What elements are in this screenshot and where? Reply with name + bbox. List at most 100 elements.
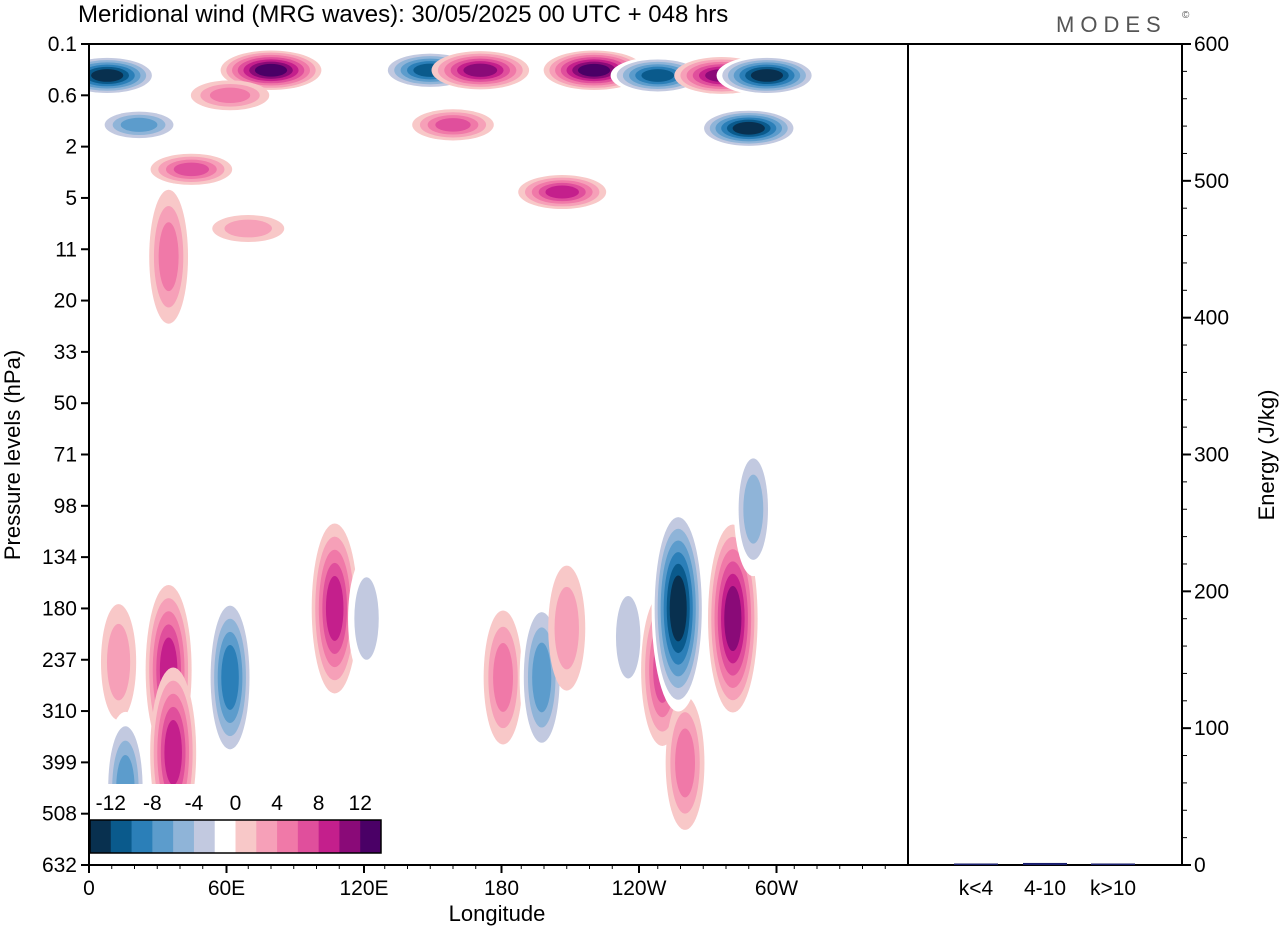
colorbar-swatch bbox=[235, 820, 257, 853]
longitude-tick-label: 0 bbox=[83, 877, 95, 900]
wind-contour-7-3 bbox=[435, 118, 471, 132]
wind-contour-22-1 bbox=[354, 577, 379, 660]
wind-contour-23-2 bbox=[493, 642, 514, 712]
wind-contour-6-5 bbox=[463, 63, 498, 77]
colorbar-swatch bbox=[110, 820, 133, 853]
colorbar-label: -4 bbox=[185, 792, 204, 815]
colorbar-frame bbox=[89, 819, 382, 854]
energy-bar-1 bbox=[1023, 862, 1067, 865]
wind-contour-29-6 bbox=[669, 575, 687, 642]
wind-contour-1-3 bbox=[120, 117, 158, 132]
colorbar-swatch bbox=[90, 820, 112, 853]
energy-tick-label: 400 bbox=[1194, 307, 1229, 330]
wind-contour-0-6 bbox=[91, 69, 124, 82]
pressure-tick-label: 20 bbox=[54, 290, 77, 313]
wind-contour-3-6 bbox=[254, 63, 288, 77]
wind-contour-30-5 bbox=[724, 585, 742, 652]
wavenumber-label: 4-10 bbox=[1024, 877, 1066, 900]
energy-panel-frame bbox=[907, 43, 1183, 866]
wind-contour-26-1 bbox=[615, 595, 641, 679]
colorbar-swatch bbox=[360, 820, 382, 853]
wind-contour-13-6 bbox=[750, 69, 784, 82]
colorbar-swatch bbox=[152, 820, 174, 853]
wind-contour-31-2 bbox=[743, 474, 764, 544]
energy-axis-label: Energy (J/kg) bbox=[1254, 390, 1279, 521]
logo-registered-mark: © bbox=[1182, 10, 1190, 21]
longitude-tick-label: 180 bbox=[484, 877, 519, 900]
pressure-tick-label: 399 bbox=[42, 751, 77, 774]
energy-bars bbox=[954, 862, 1135, 865]
colorbar-swatch bbox=[214, 820, 236, 853]
colorbar-swatch bbox=[173, 820, 195, 853]
colorbar-label: 0 bbox=[230, 792, 242, 815]
colorbar-label: 12 bbox=[349, 792, 372, 815]
pressure-tick-label: 180 bbox=[42, 597, 77, 620]
energy-tick-label: 600 bbox=[1194, 33, 1229, 56]
y-axis-label: Pressure levels (hPa) bbox=[0, 350, 25, 560]
pressure-tick-label: 310 bbox=[42, 700, 77, 723]
colorbar-label: 8 bbox=[313, 792, 325, 815]
wind-contour-8-6 bbox=[577, 63, 611, 77]
wind-contour-10-5 bbox=[641, 69, 675, 82]
wavenumber-label: k>10 bbox=[1090, 877, 1136, 900]
longitude-tick-label: 120W bbox=[612, 877, 667, 900]
wind-contour-25-1 bbox=[554, 586, 579, 670]
pressure-tick-label: 50 bbox=[54, 392, 77, 415]
longitude-tick-label: 60E bbox=[208, 877, 245, 900]
longitude-tick-label: 60W bbox=[755, 877, 798, 900]
colorbar-label: -8 bbox=[143, 792, 162, 815]
energy-tick-label: 500 bbox=[1194, 170, 1229, 193]
energy-tick-label: 0 bbox=[1194, 854, 1206, 877]
wind-contour-14-2 bbox=[158, 222, 179, 292]
wind-contour-12-6 bbox=[732, 121, 765, 135]
wind-contour-21-4 bbox=[325, 575, 344, 641]
longitude-tick-label: 120E bbox=[339, 877, 388, 900]
energy-axis: 0 100 200 300 400 500 600 bbox=[1182, 33, 1229, 877]
heatmap-field bbox=[89, 44, 908, 865]
colorbar-label: 4 bbox=[271, 792, 283, 815]
colorbar: -12 -8 -4 0 4 8 12 bbox=[89, 784, 382, 854]
wavenumber-axis: k<4 4-10 k>10 bbox=[959, 877, 1136, 900]
chart-title: Meridional wind (MRG waves): 30/05/2025 … bbox=[78, 1, 728, 28]
energy-tick-label: 300 bbox=[1194, 444, 1229, 467]
modes-logo: MODES bbox=[1056, 12, 1167, 37]
pressure-tick-label: 237 bbox=[42, 649, 77, 672]
longitude-axis: 0 60E 120E 180 120W 60W bbox=[83, 865, 886, 900]
pressure-tick-label: 5 bbox=[65, 187, 77, 210]
wind-contour-20-4 bbox=[221, 644, 239, 710]
wind-contour-4-2 bbox=[209, 87, 251, 103]
wind-contour-28-2 bbox=[675, 728, 696, 798]
colorbar-swatch bbox=[339, 820, 361, 853]
pressure-tick-label: 33 bbox=[54, 341, 77, 364]
colorbar-swatch bbox=[277, 820, 299, 853]
pressure-tick-label: 508 bbox=[42, 803, 77, 826]
colorbar-swatch bbox=[193, 820, 216, 853]
colorbar-swatch bbox=[131, 820, 153, 853]
pressure-tick-label: 2 bbox=[65, 136, 77, 159]
pressure-tick-label: 98 bbox=[54, 495, 77, 518]
pressure-tick-label: 71 bbox=[54, 444, 77, 467]
pressure-tick-label: 0.1 bbox=[48, 33, 77, 56]
wind-contour-17-4 bbox=[164, 720, 182, 785]
x-axis-label: Longitude bbox=[449, 901, 546, 926]
pressure-tick-label: 632 bbox=[42, 854, 77, 877]
wind-contour-24-3 bbox=[532, 642, 552, 713]
colorbar-swatch bbox=[297, 820, 320, 853]
pressure-tick-label: 134 bbox=[42, 546, 77, 569]
wavenumber-label: k<4 bbox=[959, 877, 994, 900]
pressure-tick-label: 11 bbox=[55, 238, 77, 261]
wind-contour-9-4 bbox=[545, 185, 579, 199]
wind-contour-15-1 bbox=[224, 219, 273, 238]
energy-bar-2 bbox=[1091, 863, 1135, 865]
energy-bar-0 bbox=[954, 863, 998, 865]
wind-contour-2-3 bbox=[173, 162, 210, 177]
colorbar-label: -12 bbox=[96, 792, 126, 815]
wind-contour-18-1 bbox=[106, 623, 131, 701]
colorbar-swatch bbox=[318, 820, 340, 853]
energy-tick-label: 100 bbox=[1194, 717, 1229, 740]
energy-tick-label: 200 bbox=[1194, 580, 1229, 603]
pressure-tick-label: 0.6 bbox=[48, 84, 77, 107]
colorbar-swatch bbox=[256, 820, 278, 853]
pressure-axis: 0.1 0.6 2 5 11 20 33 50 71 98 134 180 237 310 399 508 63… bbox=[42, 33, 89, 877]
